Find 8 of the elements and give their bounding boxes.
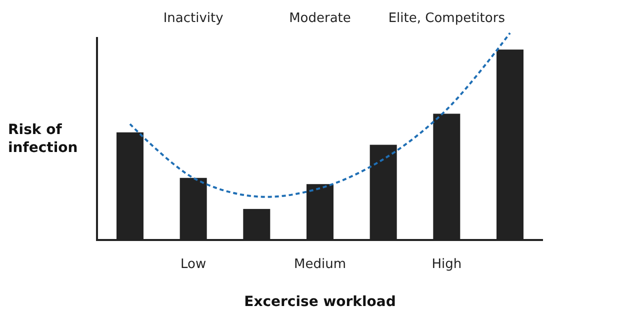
text: Elite, Competitors bbox=[388, 11, 506, 26]
x-tick-label: Medium bbox=[294, 257, 346, 272]
text: Moderate bbox=[289, 11, 351, 26]
y-axis-title: Risk of infection bbox=[8, 122, 78, 156]
x-axis-title: Excercise workload bbox=[244, 294, 396, 310]
x-tick-label: High bbox=[432, 257, 462, 272]
x-tick-label: Low bbox=[180, 257, 206, 272]
text: Inactivity bbox=[163, 11, 224, 26]
